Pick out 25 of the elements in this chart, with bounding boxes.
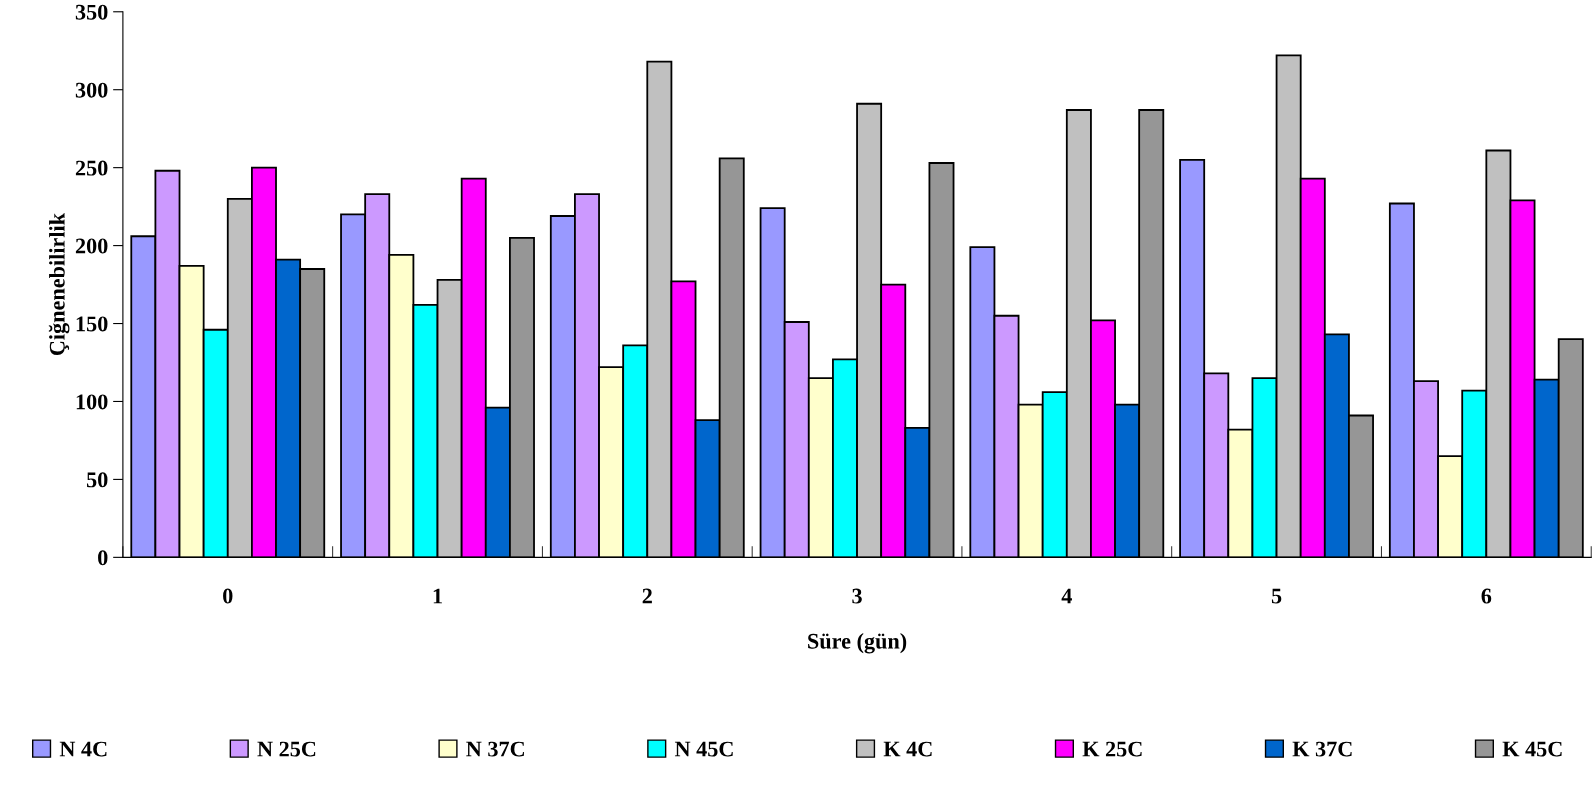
legend-label: K 25C [1082,741,1142,757]
x-tick-label: 3 [852,588,862,604]
legend-label: K 37C [1292,741,1352,757]
x-tick-label: 0 [223,588,233,604]
legend-label: N 45C [674,741,733,757]
y-tick-label: 0 [98,550,108,566]
legend-label: N 4C [59,741,107,757]
legend-label: N 25C [257,741,316,757]
x-tick-label: 1 [433,588,442,604]
y-tick-label: 250 [75,160,108,176]
y-axis-title: Çiğnenebilirlik [48,212,70,356]
y-tick-label: 300 [75,82,108,98]
x-tick-label: 6 [1481,588,1492,604]
y-tick-label: 350 [75,4,108,20]
x-tick-label: 5 [1271,588,1282,604]
y-tick-label: 50 [86,472,108,488]
legend-label: K 4C [883,741,932,757]
y-tick-label: 150 [76,316,108,332]
y-tick-label: 200 [75,238,108,254]
x-tick-label: 4 [1061,588,1072,604]
legend-label: N 37C [466,741,524,757]
y-tick-label: 100 [76,394,108,410]
x-axis-title: Süre (gün) [808,633,907,654]
x-tick-label: 2 [642,588,652,604]
legend-label: K 45C [1502,741,1562,757]
